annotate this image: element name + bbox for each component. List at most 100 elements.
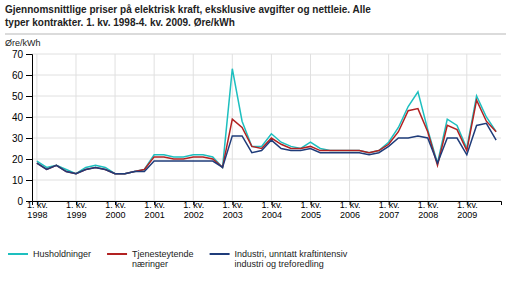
text-line: 2001 — [145, 210, 165, 220]
tick: 1. kv.2004 — [261, 200, 282, 220]
grid-line-x — [115, 54, 116, 201]
tick-label: 1. kv.2007 — [379, 200, 400, 220]
tick: 1. kv.2009 — [457, 200, 478, 220]
text-line: 2006 — [340, 210, 360, 220]
series-line — [37, 69, 496, 174]
text-line: 2008 — [418, 210, 438, 220]
tick-label: 40 — [12, 112, 24, 123]
text-line: 1. kv. — [261, 200, 282, 210]
tick: 1. kv.1998 — [27, 200, 48, 220]
series-line — [37, 100, 496, 174]
axis-line — [26, 55, 33, 202]
text-line: 2003 — [223, 210, 243, 220]
text-line: 2004 — [262, 210, 282, 220]
series-line — [37, 123, 496, 173]
tick-label: 30 — [12, 133, 24, 144]
tick: 20 — [12, 154, 32, 165]
text-line: 2005 — [301, 210, 321, 220]
tick: 1. kv.2003 — [222, 200, 243, 220]
tick-mark — [26, 159, 32, 160]
text-line: 2002 — [184, 210, 204, 220]
grid-line-x — [36, 54, 37, 201]
legend-swatch — [107, 253, 127, 255]
tick-label: 1. kv.2000 — [105, 200, 126, 220]
text-line: Husholdninger — [33, 249, 91, 259]
tick-label: 1. kv.2002 — [183, 200, 204, 220]
tick: 70 — [12, 49, 32, 60]
tick-mark — [26, 180, 32, 181]
text-line: 1999 — [66, 210, 86, 220]
text-line: typer kontrakter. 1. kv. 1998-4. kv. 200… — [5, 17, 235, 28]
tick-mark — [26, 75, 32, 76]
legend-label: Industri, unntatt kraftintensivindustri … — [235, 249, 348, 269]
tick-label: 10 — [12, 175, 24, 186]
text-line: 1. kv. — [144, 200, 165, 210]
grid-line-x — [349, 54, 350, 201]
tick: 1. kv.2007 — [379, 200, 400, 220]
text-line: 1. kv. — [301, 200, 322, 210]
tick-label: 1. kv.2009 — [457, 200, 478, 220]
tick: 1. kv.2008 — [418, 200, 439, 220]
legend-swatch — [210, 253, 230, 255]
text-line: Gjennomsnittlige priser på elektrisk kra… — [5, 4, 371, 15]
tick-mark — [26, 54, 32, 55]
text-line: 1. kv. — [379, 200, 400, 210]
text-line: 1. kv. — [222, 200, 243, 210]
text-line: næringer — [132, 259, 168, 269]
tick-label: 1. kv.1999 — [66, 200, 87, 220]
text-line: 2009 — [457, 210, 477, 220]
tick-label: 1. kv.2008 — [418, 200, 439, 220]
text-line: 1. kv. — [340, 200, 361, 210]
text-line: 1. kv. — [183, 200, 204, 210]
grid-line-x — [75, 54, 76, 201]
text-line: 1. kv. — [457, 200, 478, 210]
grid-line-x — [310, 54, 311, 201]
tick: 60 — [12, 70, 32, 81]
tick-label: 0 — [17, 196, 23, 207]
text-line: industri og treforedling — [235, 259, 324, 269]
lines — [37, 69, 496, 174]
text-line: Industri, unntatt kraftintensiv — [235, 249, 348, 259]
grid — [32, 54, 501, 201]
tick-label: 1. kv.2005 — [301, 200, 322, 220]
tick: 1. kv.2005 — [301, 200, 322, 220]
text-line: 2007 — [379, 210, 399, 220]
tick: 50 — [12, 91, 32, 102]
tick-label: 70 — [12, 49, 24, 60]
title: Gjennomsnittlige priser på elektrisk kra… — [5, 4, 371, 28]
tick: 1. kv.2000 — [105, 200, 126, 220]
legend-swatch — [8, 253, 28, 255]
tick: 30 — [12, 133, 32, 144]
tick-label: 20 — [12, 154, 24, 165]
grid-line-x — [271, 54, 272, 201]
x-axis: 1. kv.19981. kv.19991. kv.20001. kv.2001… — [27, 200, 502, 220]
tick-label: 1. kv.2003 — [222, 200, 243, 220]
grid-line-x — [388, 54, 389, 201]
grid-line-y — [32, 180, 501, 181]
text-line: 1. kv. — [418, 200, 439, 210]
y-axis-title: Øre/kWh — [5, 38, 41, 48]
grid-line-y — [32, 159, 501, 160]
tick: 40 — [12, 112, 32, 123]
legend-item: Industri, unntatt kraftintensivindustri … — [210, 249, 348, 269]
separator — [5, 34, 506, 35]
text-line: 1998 — [27, 210, 47, 220]
plot: 0102030405060701. kv.19981. kv.19991. kv… — [12, 49, 502, 220]
legend-item: Tjenesteytendenæringer — [107, 249, 194, 269]
tick-mark — [26, 117, 32, 118]
legend: Husholdninger Tjenesteytendenæringer Indus… — [8, 249, 348, 269]
text-line: 2000 — [106, 210, 126, 220]
tick-label: 1. kv.2006 — [340, 200, 361, 220]
grid-line-y — [32, 54, 501, 55]
grid-line-y — [32, 117, 501, 118]
tick: 1. kv.2006 — [340, 200, 361, 220]
text-line: 1. kv. — [105, 200, 126, 210]
y-axis: 0 10 20 30 40 50 60 70 — [12, 49, 33, 207]
tick-mark — [26, 138, 32, 139]
chart: Gjennomsnittlige priser på elektrisk kra… — [0, 0, 511, 299]
tick: 1. kv.1999 — [66, 200, 87, 220]
grid-line-x — [466, 54, 467, 201]
legend-label: Husholdninger — [33, 249, 91, 259]
legend-item: Husholdninger — [8, 249, 91, 259]
grid-line-y — [32, 75, 501, 76]
